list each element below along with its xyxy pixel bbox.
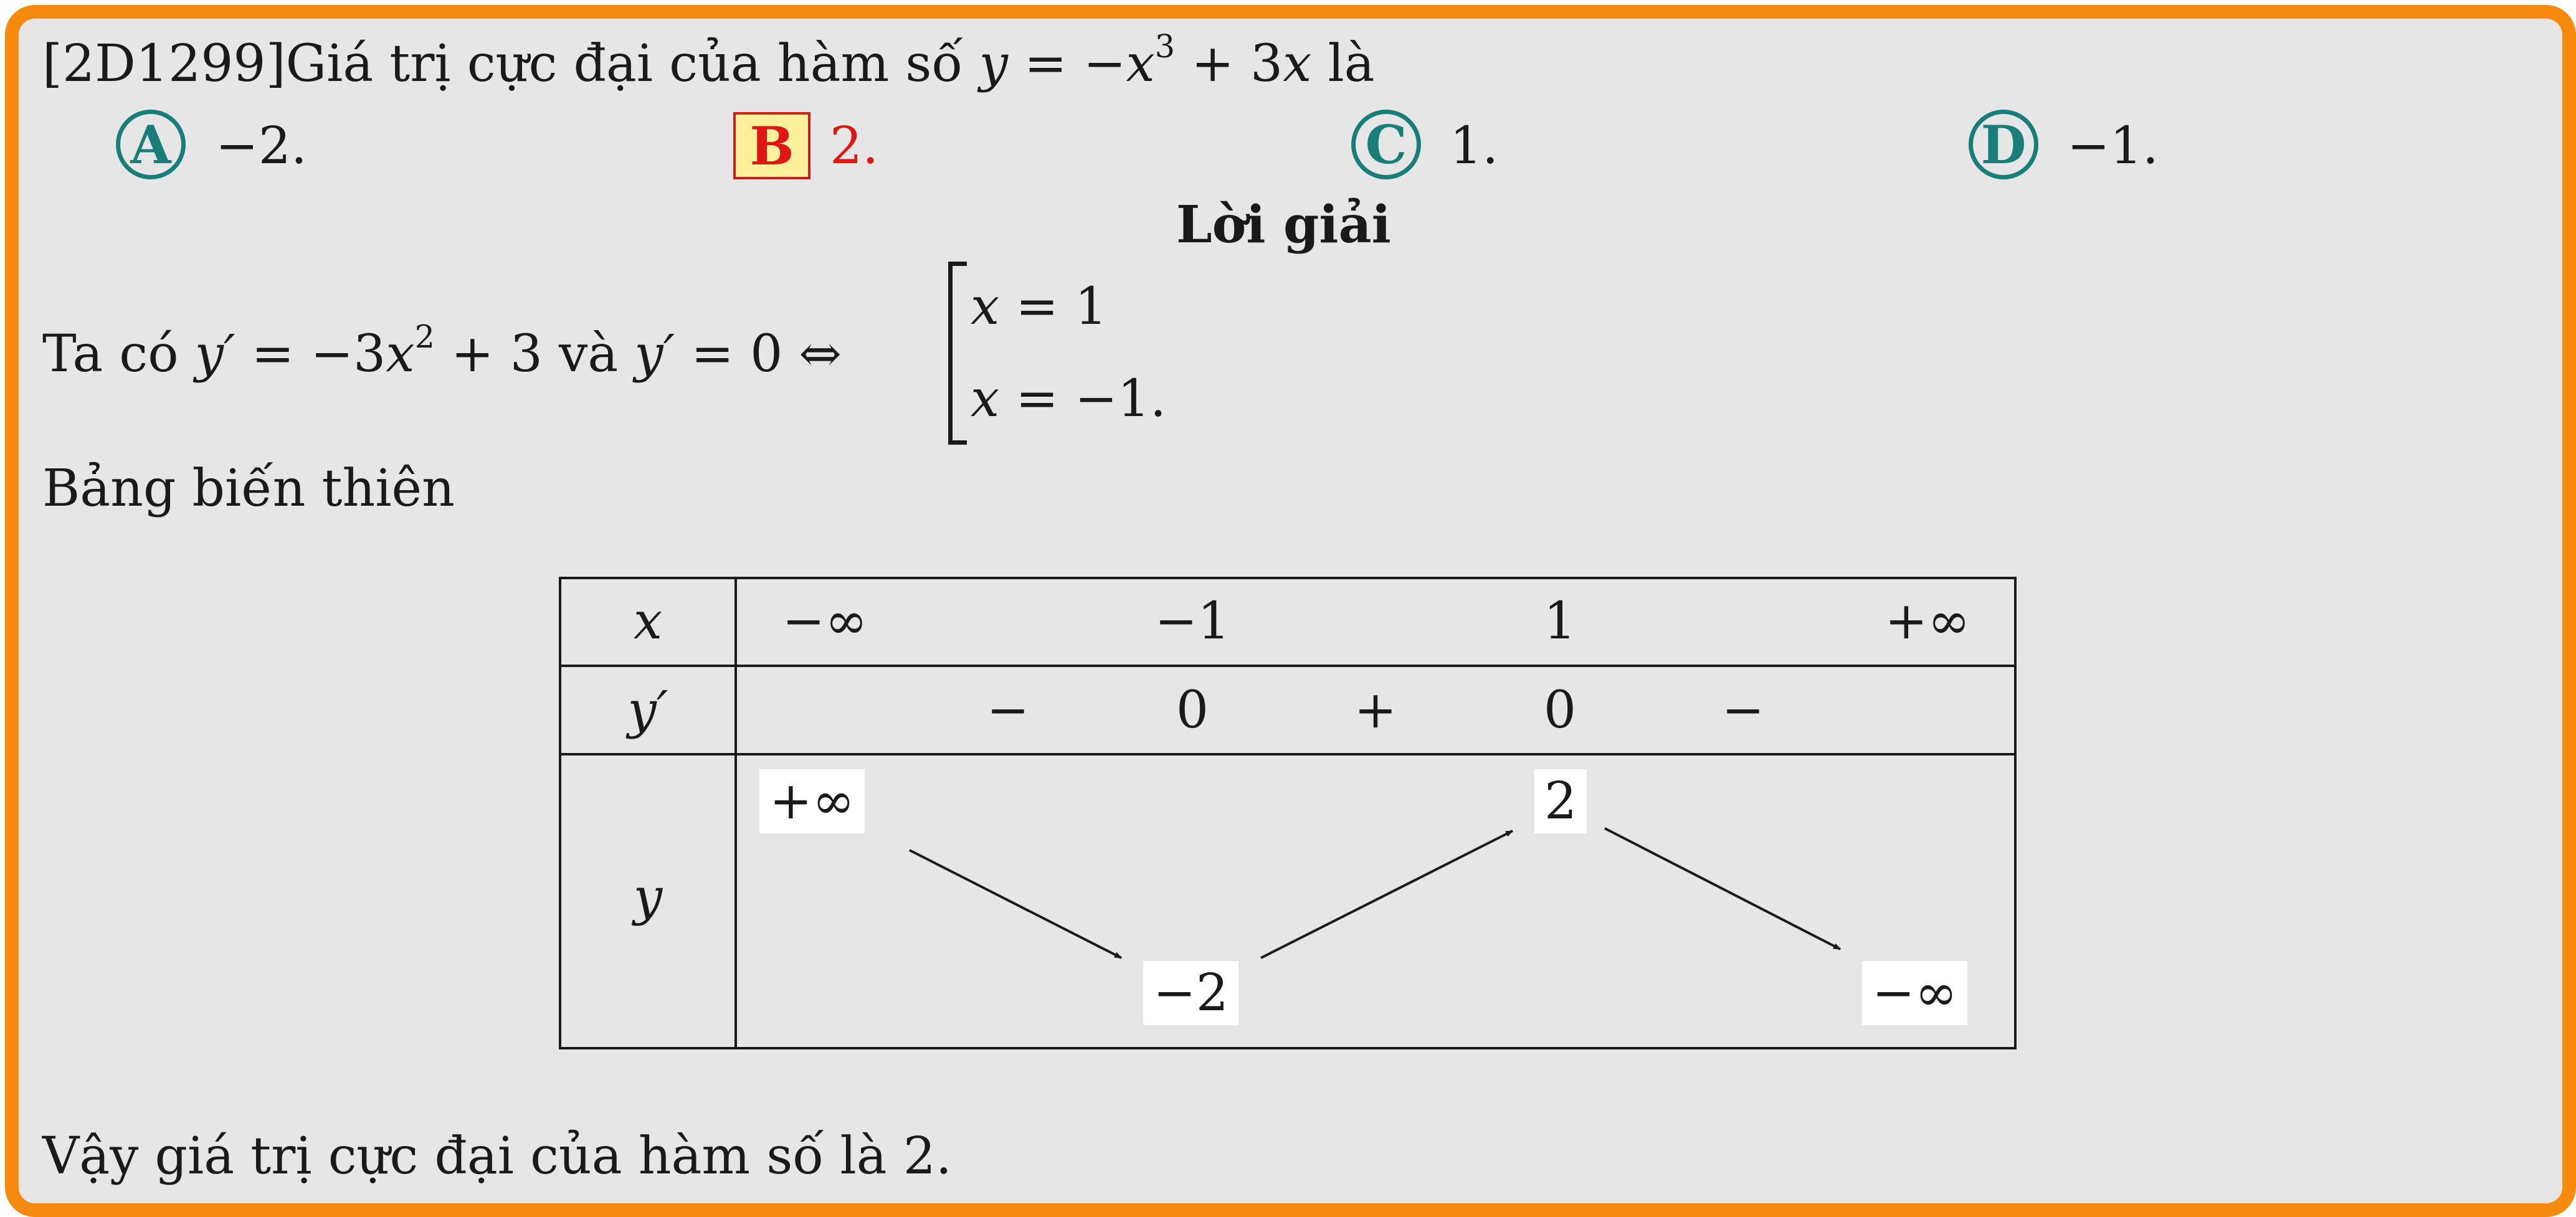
yp-sign: + bbox=[1354, 681, 1397, 740]
x-value: −∞ bbox=[782, 592, 868, 651]
variation-table bbox=[559, 577, 2017, 1049]
question-formula-x2: x bbox=[1283, 34, 1312, 93]
question-formula-exp: 3 bbox=[1154, 27, 1176, 65]
root-2: x = −1. bbox=[971, 374, 1166, 425]
question-formula-x: x bbox=[1126, 34, 1155, 93]
table-divider-row2 bbox=[559, 753, 2017, 755]
root-1-value: = 1 bbox=[999, 277, 1108, 336]
table-divider-row1 bbox=[559, 665, 2017, 667]
y-value-end: −∞ bbox=[1862, 961, 1968, 1025]
x-value: −1 bbox=[1154, 592, 1230, 651]
option-b-letter: B bbox=[749, 115, 794, 177]
y-value-min: −2 bbox=[1143, 961, 1238, 1025]
y-value-max: 2 bbox=[1534, 769, 1587, 833]
question-formula-y: y bbox=[979, 34, 1008, 93]
root-1-var: x bbox=[971, 277, 1000, 336]
option-d-value: −1. bbox=[2067, 116, 2159, 176]
option-d-letter: D bbox=[1980, 113, 2027, 176]
y-value-box: −2 bbox=[1143, 961, 1238, 1025]
option-b-badge[interactable]: B bbox=[733, 112, 810, 179]
derivative-y2: y′ bbox=[634, 324, 675, 384]
yp-sign: − bbox=[986, 681, 1030, 740]
derivative-line: Ta có y′ = −3x2 + 3 và y′ = 0 ⇔ bbox=[42, 321, 842, 380]
derivative-expr-b: + 3 và bbox=[434, 324, 635, 384]
solution-heading: Lời giải bbox=[1176, 195, 1391, 255]
question-formula-eq: = − bbox=[1007, 34, 1126, 93]
question-line: [2D1299]Giá trị cực đại của hàm số y = −… bbox=[42, 31, 1375, 90]
option-c-value: 1. bbox=[1450, 116, 1499, 176]
yp-zero: 0 bbox=[1543, 681, 1577, 740]
derivative-zero: = 0 ⇔ bbox=[675, 324, 842, 384]
root-bracket bbox=[948, 262, 967, 445]
option-c-badge[interactable]: C bbox=[1351, 110, 1421, 179]
y-value-box: +∞ bbox=[759, 769, 865, 833]
y-value-start: +∞ bbox=[759, 769, 865, 833]
derivative-exp: 2 bbox=[414, 318, 435, 355]
option-b-value: 2. bbox=[830, 116, 879, 176]
option-a-value: −2. bbox=[216, 116, 307, 176]
root-1: x = 1 bbox=[971, 282, 1107, 333]
yp-zero: 0 bbox=[1176, 681, 1209, 740]
derivative-expr-a: = −3 bbox=[235, 324, 386, 384]
question-code: [2D1299] bbox=[42, 34, 286, 93]
row-label-yp: y′ bbox=[627, 681, 668, 740]
option-c-letter: C bbox=[1365, 113, 1407, 176]
derivative-x: x bbox=[386, 324, 415, 384]
arrow-decreasing-1 bbox=[909, 849, 1122, 959]
x-value: 1 bbox=[1543, 592, 1577, 651]
question-text-end: là bbox=[1311, 34, 1375, 93]
root-2-var: x bbox=[971, 369, 1000, 429]
derivative-intro: Ta có bbox=[42, 324, 179, 384]
problem-card bbox=[5, 5, 2576, 1217]
conclusion: Vậy giá trị cực đại của hàm số là 2. bbox=[42, 1127, 952, 1186]
y-value-box: −∞ bbox=[1862, 961, 1968, 1025]
arrow-decreasing-2 bbox=[1604, 827, 1841, 950]
question-formula-mid: + 3 bbox=[1175, 34, 1283, 93]
table-divider-vertical bbox=[734, 577, 737, 1049]
root-2-value: = −1. bbox=[999, 369, 1167, 429]
question-text: Giá trị cực đại của hàm số bbox=[285, 34, 963, 93]
table-title: Bảng biến thiên bbox=[42, 459, 455, 518]
option-d-badge[interactable]: D bbox=[1969, 110, 2038, 179]
yp-sign: − bbox=[1721, 681, 1765, 740]
option-a-badge[interactable]: A bbox=[116, 110, 186, 179]
row-label-y: y bbox=[633, 868, 663, 927]
y-value-box: 2 bbox=[1534, 769, 1587, 833]
option-a-letter: A bbox=[130, 113, 171, 176]
row-label-x: x bbox=[633, 592, 663, 651]
x-value: +∞ bbox=[1884, 592, 1970, 651]
derivative-y: y′ bbox=[194, 324, 235, 384]
arrow-increasing bbox=[1260, 830, 1513, 959]
